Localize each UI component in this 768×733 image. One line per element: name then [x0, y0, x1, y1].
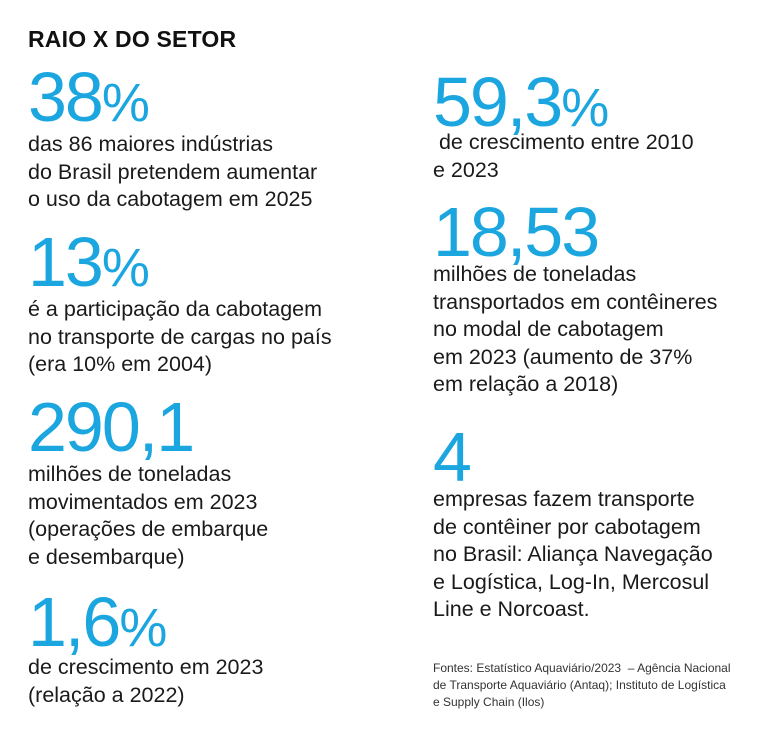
number: 4 — [433, 418, 472, 496]
number: 13 — [28, 223, 104, 301]
stat-description: milhões de toneladas transportados em con… — [433, 261, 717, 399]
description-line: e 2023 — [433, 157, 499, 182]
title: RAIO X DO SETOR — [28, 26, 237, 52]
description-line: e desembarque) — [28, 544, 185, 569]
stat-description: de crescimento entre 2010 e 2023 — [433, 129, 694, 184]
number: 1,6 — [28, 583, 121, 661]
number: 290,1 — [28, 388, 195, 466]
number: 59,3 — [433, 63, 563, 141]
description-line: das 86 maiores indústrias — [28, 132, 273, 156]
description-line: (relação a 2022) — [28, 682, 185, 707]
stat-description: das 86 maiores indústrias do Brasil prete… — [28, 131, 317, 214]
description-line: no transporte de cargas no país — [28, 324, 332, 349]
description-line: em relação a 2018) — [433, 372, 619, 396]
stat-description: empresas fazem transporte de contêiner po… — [433, 486, 713, 624]
source-line: de Transporte Aquaviário (Antaq); Instit… — [433, 678, 726, 692]
description-line: e Logística, Log-In, Mercosul — [433, 569, 710, 594]
stat-number: 4 — [433, 422, 472, 492]
description-line: (operações de embarque — [28, 517, 269, 541]
description-line: Line e Norcoast. — [433, 597, 590, 621]
description-line: em 2023 (aumento de 37% — [433, 344, 693, 369]
stat-description: de crescimento em 2023 (relação a 2022) — [28, 654, 263, 709]
description-line: no Brasil: Aliança Navegação — [433, 542, 713, 566]
number: 18,53 — [433, 193, 600, 271]
description-line: é a participação da cabotagem — [28, 297, 323, 321]
stat-number: 290,1 — [28, 392, 195, 462]
stat-number: 13% — [28, 227, 150, 297]
number: 38 — [28, 58, 104, 136]
unit: % — [101, 238, 150, 298]
unit: % — [561, 78, 610, 138]
stat-number: 1,6% — [28, 587, 167, 657]
stat-description: milhões de toneladas movimentados em 2023… — [28, 461, 268, 571]
description-line: no modal de cabotagem — [433, 317, 664, 341]
description-line: de crescimento em 2023 — [28, 655, 264, 679]
description-line: (era 10% em 2004) — [28, 352, 213, 376]
stat-description: é a participação da cabotagem no transpor… — [28, 296, 332, 379]
description-line: de crescimento entre 2010 — [433, 130, 694, 154]
sources: Fontes: Estatístico Aquaviário/2023 – Ag… — [433, 660, 731, 711]
stat-number: 18,53 — [433, 197, 600, 267]
source-line: Fontes: Estatístico Aquaviário/2023 – Ag… — [433, 661, 731, 675]
stat-number: 59,3% — [433, 67, 609, 137]
unit: % — [101, 73, 150, 133]
description-line: transportados em contêineres — [433, 289, 718, 314]
description-line: empresas fazem transporte — [433, 487, 695, 511]
description-line: milhões de toneladas — [433, 262, 637, 286]
description-line: de contêiner por cabotagem — [433, 514, 701, 539]
stat-number: 38% — [28, 62, 150, 132]
source-line: e Supply Chain (Ilos) — [433, 695, 545, 709]
description-line: o uso da cabotagem em 2025 — [28, 187, 313, 211]
description-line: movimentados em 2023 — [28, 489, 258, 514]
description-line: milhões de toneladas — [28, 462, 232, 486]
description-line: do Brasil pretendem aumentar — [28, 159, 318, 184]
unit: % — [119, 598, 168, 658]
